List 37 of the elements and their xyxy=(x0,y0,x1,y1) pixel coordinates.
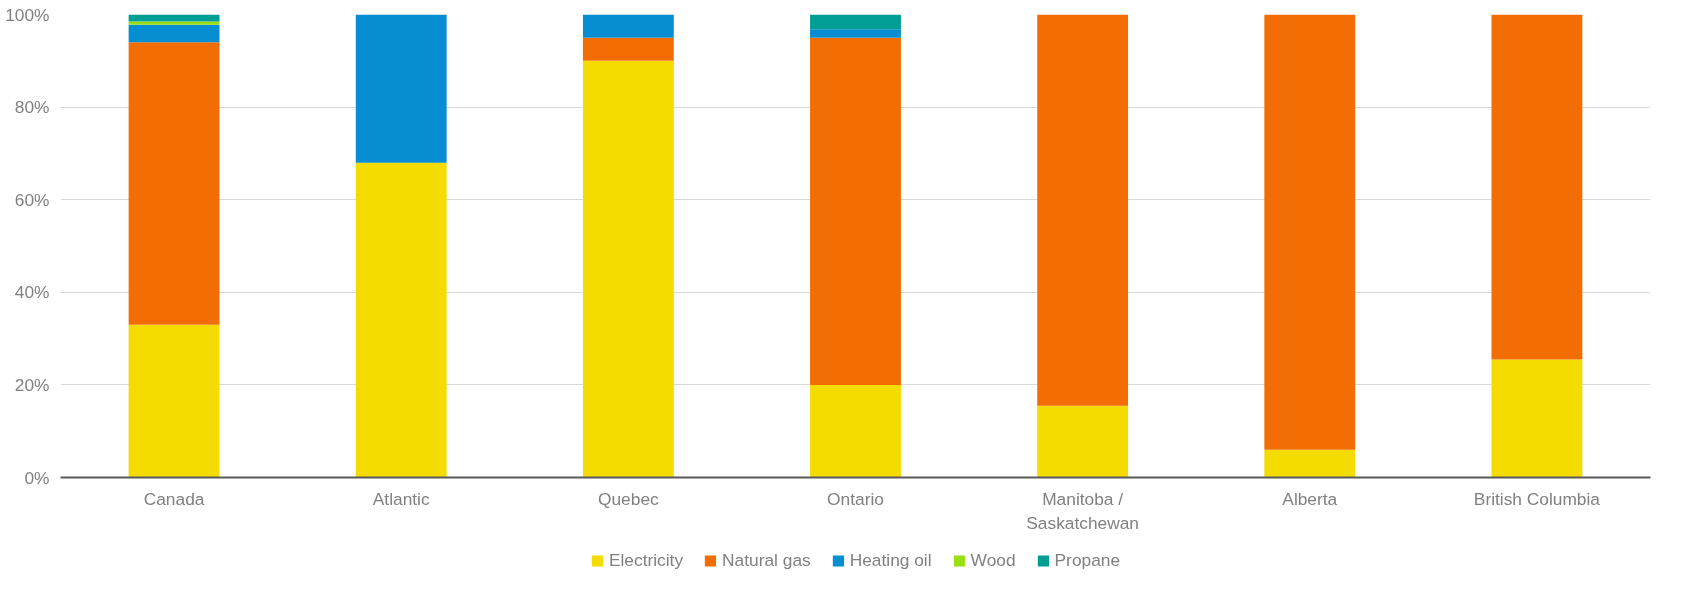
y-tick-label: 20% xyxy=(14,374,50,395)
bar xyxy=(355,162,447,478)
bar xyxy=(1264,449,1356,478)
x-tick-label: Quebec xyxy=(598,488,660,509)
bar xyxy=(128,21,220,25)
legend-label: Electricity xyxy=(608,549,684,571)
bar xyxy=(1491,14,1583,360)
legend-label: Wood xyxy=(970,549,1016,571)
x-tick-label: Manitoba / Saskatchewan xyxy=(1026,488,1139,533)
x-tick-label: British Columbia xyxy=(1473,488,1601,509)
bar xyxy=(582,60,674,478)
bar xyxy=(810,29,901,38)
bar xyxy=(582,37,674,61)
bar xyxy=(128,324,220,478)
bar xyxy=(810,37,901,385)
bar xyxy=(128,24,220,43)
x-tick-label: Ontario xyxy=(827,488,884,509)
legend-label: Heating oil xyxy=(849,549,932,571)
bar xyxy=(810,14,901,30)
bar xyxy=(1264,14,1356,450)
legend-label: Propane xyxy=(1054,549,1121,571)
y-tick-label: 40% xyxy=(14,282,50,303)
bar xyxy=(128,42,220,325)
x-tick-label: Canada xyxy=(143,488,205,509)
x-tick-label: Atlantic xyxy=(372,488,430,509)
x-tick-label: Alberta xyxy=(1282,488,1338,509)
y-tick-label: 80% xyxy=(14,97,50,118)
bar xyxy=(1037,14,1129,406)
y-tick-label: 60% xyxy=(14,189,50,210)
bar xyxy=(1037,405,1129,478)
bar xyxy=(355,14,447,163)
y-tick-label: 100% xyxy=(5,4,50,25)
bar xyxy=(810,384,901,478)
y-tick-label: 0% xyxy=(24,467,50,488)
bar xyxy=(1491,359,1583,478)
legend-label: Natural gas xyxy=(722,549,811,571)
bar xyxy=(582,14,674,38)
